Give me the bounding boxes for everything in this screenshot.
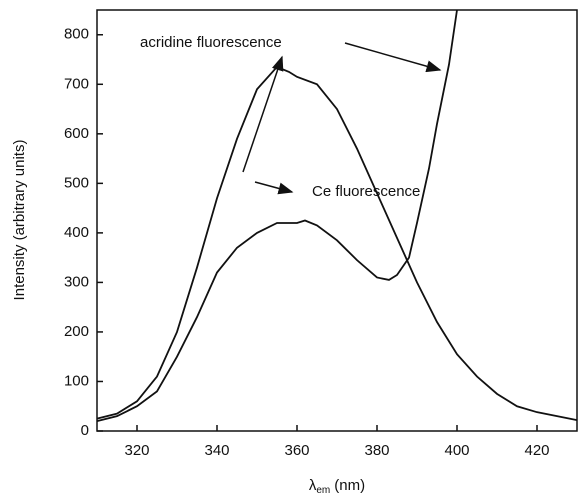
- series-line: [96, 9, 458, 422]
- x-label-unit: (nm): [334, 477, 365, 494]
- x-tick-label: 360: [284, 442, 309, 459]
- y-tick-label: 400: [64, 224, 89, 241]
- y-tick-label: 100: [64, 372, 89, 389]
- y-tick-label: 200: [64, 323, 89, 340]
- y-tick-label: 800: [64, 26, 89, 43]
- y-axis-label: Intensity (arbitrary units): [11, 140, 28, 301]
- x-tick-label: 380: [364, 442, 389, 459]
- x-tick-label: 340: [204, 442, 229, 459]
- x-tick-label: 400: [444, 442, 469, 459]
- arrow: [254, 181, 294, 195]
- x-label-subscript: em: [316, 485, 330, 496]
- annotation: acridine fluorescence: [140, 34, 282, 51]
- x-tick-label: 420: [524, 442, 549, 459]
- y-tick-label: 0: [81, 422, 89, 439]
- series-line: [96, 65, 578, 421]
- x-axis-label: λem (nm): [309, 477, 365, 496]
- y-tick-label: 300: [64, 273, 89, 290]
- y-tick-label: 500: [64, 174, 89, 191]
- annotation: Ce fluorescence: [312, 183, 420, 200]
- arrow: [344, 42, 442, 73]
- y-tick-label: 600: [64, 125, 89, 142]
- plot-frame: [96, 9, 578, 432]
- x-tick-label: 320: [124, 442, 149, 459]
- x-label-symbol: λ: [309, 477, 317, 494]
- arrow: [242, 55, 284, 173]
- y-tick-label: 700: [64, 75, 89, 92]
